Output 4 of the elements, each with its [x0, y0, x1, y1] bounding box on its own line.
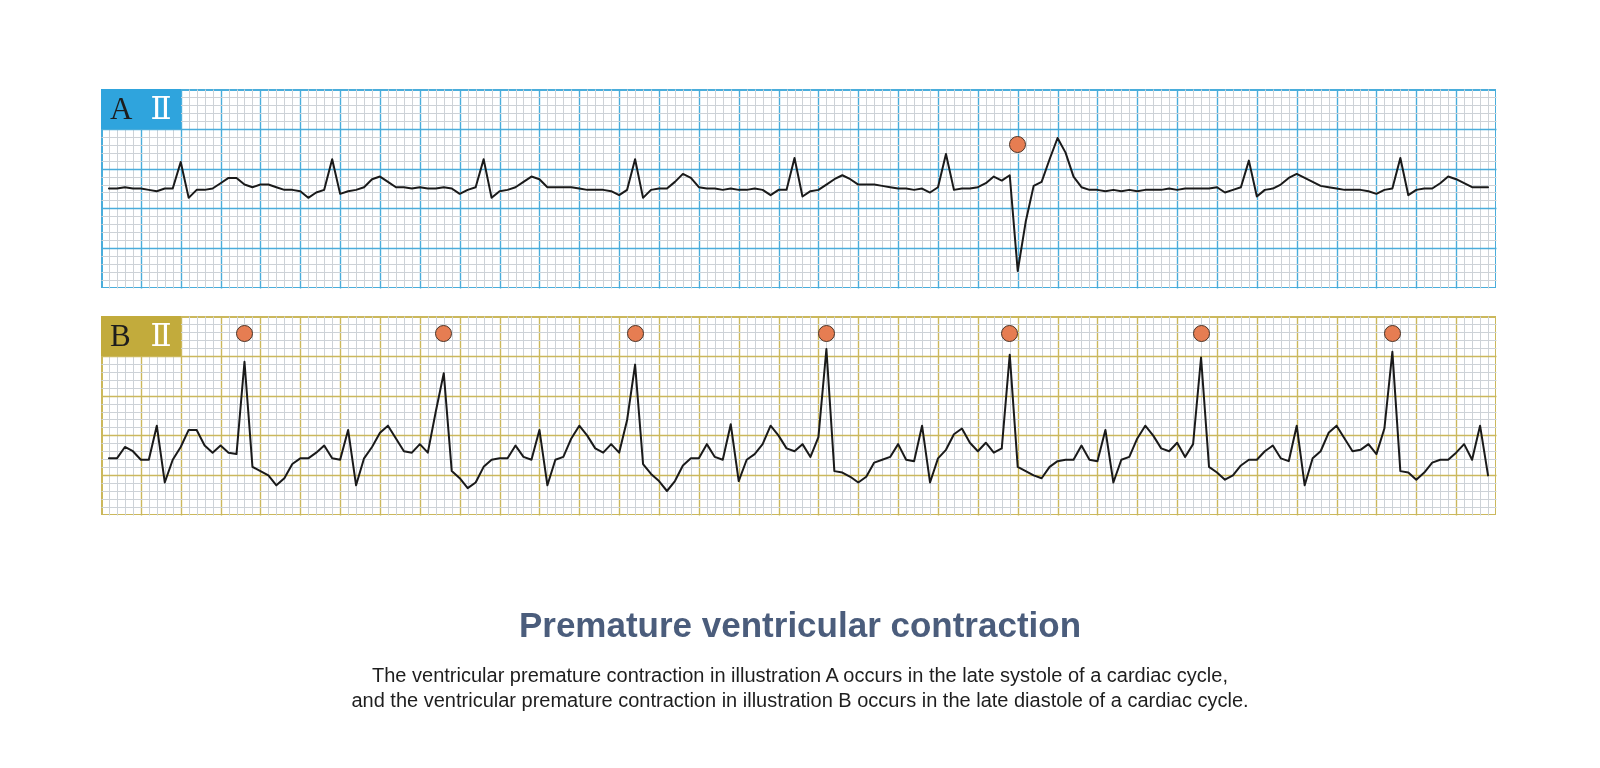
- text: Premature ventricular contraction: [517, 605, 1083, 644]
- chart-title: A Ⅱ: [110, 91, 172, 127]
- text: The ventricular premature contraction in illustration A occurs in the late systole of a cardiac cycle, and the ventricular premature contraction in illustration B occurs in the late diastole of a cardiac cycle.: [350, 663, 1250, 712]
- chart-title: B Ⅱ: [110, 318, 172, 354]
